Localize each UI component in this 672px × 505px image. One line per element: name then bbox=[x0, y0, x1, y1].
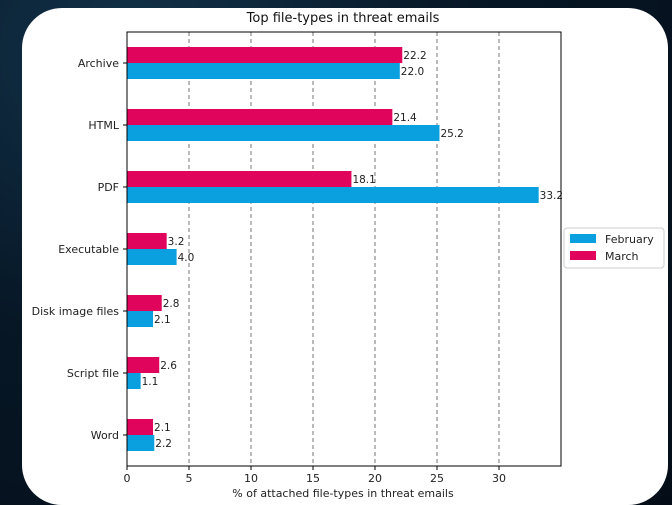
bar-march bbox=[127, 357, 160, 373]
bar-march bbox=[127, 109, 393, 125]
y-tick-label: Executable bbox=[58, 243, 119, 256]
bars bbox=[127, 47, 539, 451]
bar-label-february: 2.1 bbox=[154, 314, 171, 326]
y-tick-label: Archive bbox=[78, 57, 119, 70]
bar-february bbox=[127, 187, 539, 203]
x-tick-label: 0 bbox=[124, 472, 131, 485]
plot-frame bbox=[126, 31, 562, 467]
bar-label-march: 3.2 bbox=[168, 236, 185, 248]
bar-label-march: 22.2 bbox=[403, 50, 426, 62]
bar-label-march: 21.4 bbox=[393, 112, 417, 124]
legend-label: March bbox=[605, 250, 639, 263]
bar-label-february: 25.2 bbox=[440, 128, 463, 140]
bar-march bbox=[127, 419, 154, 435]
bar-february bbox=[127, 311, 154, 327]
y-tick-label: PDF bbox=[98, 181, 119, 194]
bar-february bbox=[127, 435, 155, 451]
y-axis: Archive HTML PDF Executable Disk image files… bbox=[32, 57, 127, 442]
x-tick-label: 5 bbox=[186, 472, 193, 485]
bar-label-march: 2.1 bbox=[154, 422, 171, 434]
bar-february bbox=[127, 373, 141, 389]
bar-february bbox=[127, 63, 400, 79]
bar-label-march: 2.6 bbox=[160, 360, 177, 372]
legend-swatch bbox=[570, 234, 596, 243]
bar-march bbox=[127, 47, 403, 63]
x-tick-label: 30 bbox=[492, 472, 506, 485]
grid-lines bbox=[188, 32, 500, 466]
bar-february bbox=[127, 249, 177, 265]
y-tick-label: Disk image files bbox=[32, 305, 120, 318]
x-tick-label: 25 bbox=[430, 472, 444, 485]
bar-label-february: 33.2 bbox=[540, 190, 563, 202]
bar-february bbox=[127, 125, 440, 141]
x-axis-label: % of attached file-types in threat email… bbox=[232, 487, 454, 500]
y-tick-label: Script file bbox=[67, 367, 119, 380]
x-tick-label: 10 bbox=[244, 472, 258, 485]
chart-title: Top file-types in threat emails bbox=[246, 11, 440, 26]
bar-label-march: 18.1 bbox=[352, 174, 375, 186]
bar-march bbox=[127, 171, 352, 187]
bar-march bbox=[127, 295, 162, 311]
legend-label: February bbox=[605, 233, 654, 246]
legend: February March bbox=[563, 227, 665, 269]
bar-march bbox=[127, 233, 167, 249]
y-tick-label: HTML bbox=[88, 119, 119, 132]
bar-label-february: 22.0 bbox=[401, 66, 424, 78]
x-tick-label: 20 bbox=[368, 472, 382, 485]
bar-label-february: 2.2 bbox=[155, 438, 172, 450]
y-tick-label: Word bbox=[91, 429, 119, 442]
x-axis: 0 5 10 15 20 25 30 bbox=[124, 466, 506, 485]
bar-label-march: 2.8 bbox=[163, 298, 180, 310]
legend-swatch bbox=[570, 251, 596, 260]
bar-label-february: 1.1 bbox=[142, 376, 159, 388]
bar-labels: 22.2 22.0 21.4 25.2 18.1 33.2 3.2 4.0 2.8 2.1 2.61… bbox=[142, 50, 563, 450]
bar-label-february: 4.0 bbox=[178, 252, 195, 264]
x-tick-label: 15 bbox=[306, 472, 320, 485]
